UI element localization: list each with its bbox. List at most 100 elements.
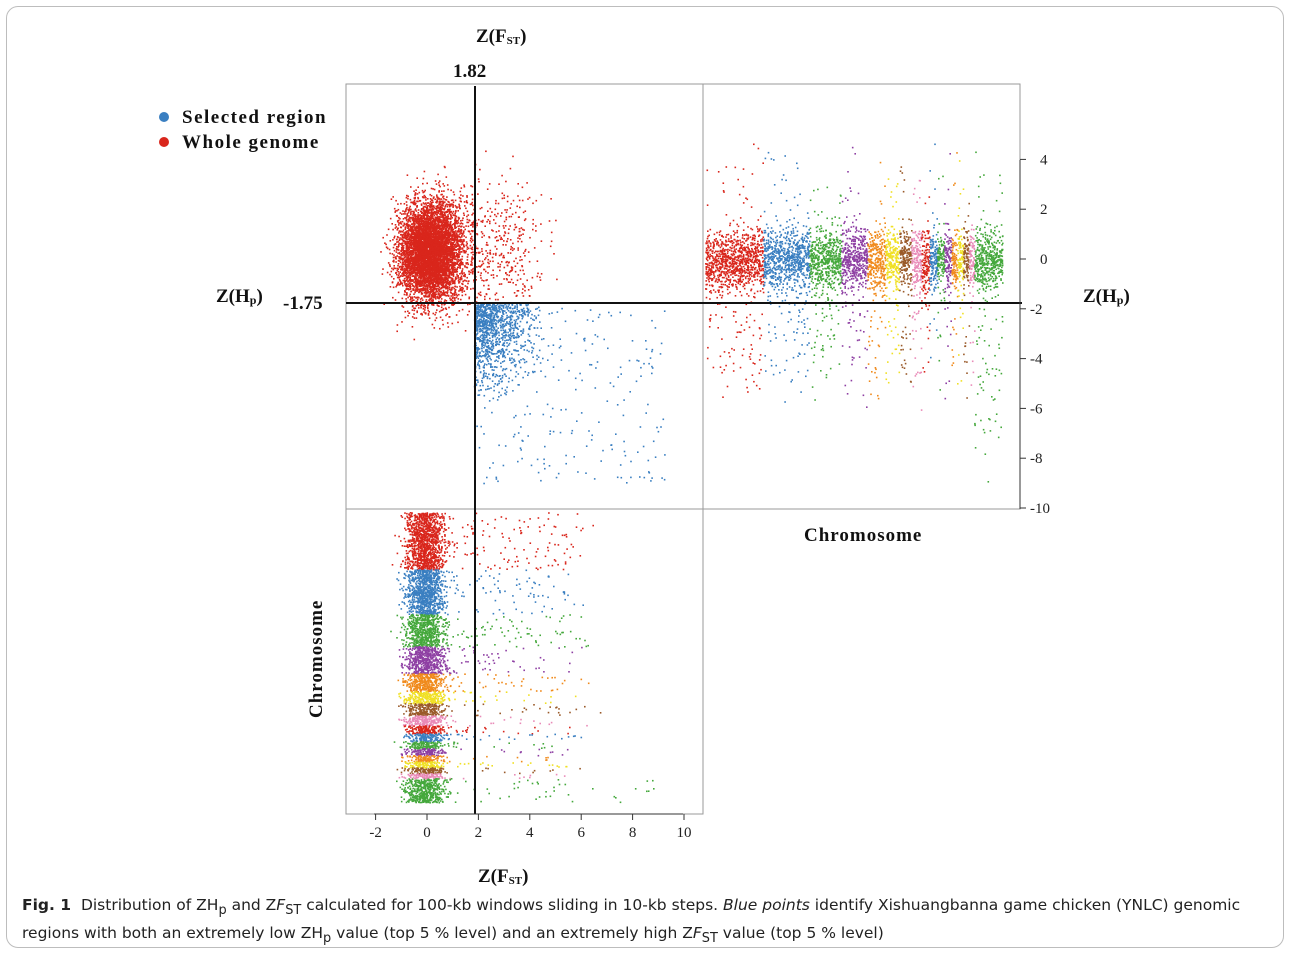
whole-genome-point xyxy=(435,317,438,319)
whole-genome-point xyxy=(517,195,519,197)
whole-genome-point xyxy=(415,231,418,234)
whole-genome-point xyxy=(452,228,455,231)
whole-genome-point xyxy=(501,212,503,214)
whole-genome-point xyxy=(486,266,489,268)
whole-genome-point xyxy=(386,247,389,250)
whole-genome-point xyxy=(463,275,466,277)
whole-genome-point xyxy=(463,201,466,203)
whole-genome-point xyxy=(500,215,502,217)
whole-genome-point xyxy=(482,253,484,255)
whole-genome-point xyxy=(439,205,442,207)
whole-genome-point xyxy=(425,204,427,206)
whole-genome-point xyxy=(507,232,510,235)
whole-genome-point xyxy=(411,299,414,301)
whole-genome-point xyxy=(497,298,499,301)
whole-genome-point xyxy=(471,256,473,258)
whole-genome-point xyxy=(442,196,444,198)
whole-genome-point xyxy=(435,311,437,314)
whole-genome-point xyxy=(462,280,464,283)
whole-genome-point xyxy=(456,239,459,241)
whole-genome-point xyxy=(411,263,413,265)
whole-genome-point xyxy=(498,230,500,232)
whole-genome-point xyxy=(458,259,460,262)
whole-genome-point xyxy=(402,284,404,287)
whole-genome-point xyxy=(451,223,454,226)
whole-genome-point xyxy=(450,295,452,297)
whole-genome-point xyxy=(435,289,438,292)
whole-genome-point xyxy=(506,273,508,276)
whole-genome-point xyxy=(397,274,400,277)
whole-genome-point xyxy=(556,278,558,281)
whole-genome-point xyxy=(485,250,487,252)
whole-genome-point xyxy=(423,211,426,213)
whole-genome-point xyxy=(444,244,446,247)
whole-genome-point xyxy=(405,196,408,199)
whole-genome-point xyxy=(517,216,520,218)
whole-genome-point xyxy=(456,230,459,233)
whole-genome-point xyxy=(466,242,468,245)
whole-genome-point xyxy=(437,205,439,207)
whole-genome-point xyxy=(398,239,401,242)
whole-genome-point xyxy=(442,284,445,287)
whole-genome-point xyxy=(397,281,399,284)
whole-genome-point xyxy=(411,268,413,271)
whole-genome-point xyxy=(466,210,469,213)
whole-genome-point xyxy=(461,239,463,241)
whole-genome-point xyxy=(411,210,413,213)
data-points xyxy=(380,143,1004,804)
whole-genome-point xyxy=(446,322,449,324)
whole-genome-point xyxy=(488,236,490,238)
whole-genome-point xyxy=(391,223,393,225)
whole-genome-point xyxy=(413,317,416,319)
whole-genome-point xyxy=(440,220,443,223)
whole-genome-point xyxy=(411,217,413,220)
whole-genome-point xyxy=(460,298,462,301)
whole-genome-point xyxy=(444,214,446,216)
whole-genome-point xyxy=(432,188,434,190)
whole-genome-point xyxy=(456,259,458,261)
whole-genome-point xyxy=(401,231,404,233)
whole-genome-point xyxy=(539,279,542,281)
whole-genome-point xyxy=(413,190,415,192)
whole-genome-point xyxy=(485,270,487,273)
whole-genome-point xyxy=(438,190,440,192)
whole-genome-point xyxy=(432,201,434,203)
whole-genome-point xyxy=(510,215,513,218)
whole-genome-point xyxy=(435,205,438,208)
whole-genome-point xyxy=(424,289,426,292)
whole-genome-point xyxy=(463,245,465,248)
whole-genome-point xyxy=(446,219,449,222)
whole-genome-point xyxy=(437,173,439,176)
whole-genome-point xyxy=(463,185,466,188)
whole-genome-point xyxy=(451,261,454,263)
whole-genome-point xyxy=(438,286,441,288)
whole-genome-point xyxy=(427,198,429,200)
whole-genome-point xyxy=(522,295,525,297)
whole-genome-point xyxy=(408,312,410,314)
whole-genome-point xyxy=(414,209,417,211)
whole-genome-point xyxy=(415,300,418,303)
whole-genome-point xyxy=(524,210,527,212)
whole-genome-point xyxy=(407,278,409,280)
whole-genome-point xyxy=(447,214,449,216)
whole-genome-point xyxy=(471,185,474,188)
whole-genome-point xyxy=(406,174,409,176)
whole-genome-point xyxy=(464,266,466,268)
whole-genome-point xyxy=(408,228,410,230)
whole-genome-point xyxy=(451,292,454,295)
whole-genome-point xyxy=(508,215,511,218)
whole-genome-point xyxy=(390,270,393,273)
whole-genome-point xyxy=(416,311,418,314)
whole-genome-point xyxy=(510,266,513,268)
whole-genome-point xyxy=(515,284,517,286)
whole-genome-point xyxy=(410,290,413,293)
whole-genome-point xyxy=(416,227,419,230)
whole-genome-point xyxy=(513,292,516,294)
whole-genome-point xyxy=(417,197,420,200)
whole-genome-point xyxy=(489,249,492,252)
whole-genome-point xyxy=(435,285,438,288)
whole-genome-point xyxy=(466,286,468,288)
whole-genome-point xyxy=(443,207,446,210)
whole-genome-point xyxy=(507,281,510,283)
whole-genome-point xyxy=(416,288,418,291)
